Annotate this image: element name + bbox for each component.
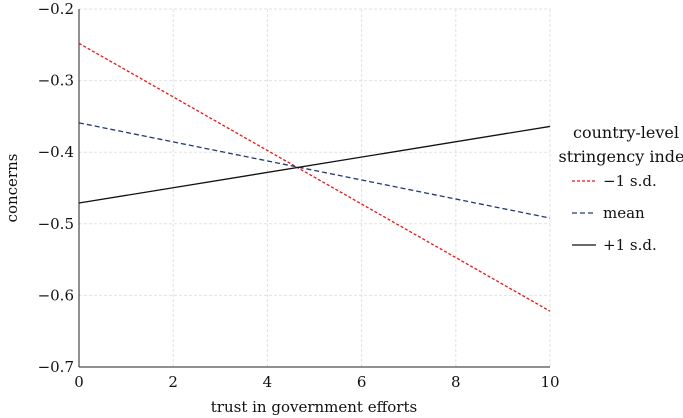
series-line-1 [78,122,551,219]
axes [78,9,550,368]
x-tick-label: 2 [168,373,178,391]
x-tick-label: 8 [451,373,461,391]
y-tick-label: −0.6 [38,286,74,304]
y-tick-label: −0.2 [38,0,74,18]
y-tick-label: −0.5 [38,215,74,233]
legend-label-1: mean [603,204,645,222]
y-tick-label: −0.4 [38,143,74,161]
legend-label-2: +1 s.d. [603,236,657,254]
x-axis-label: trust in government efforts [211,398,417,416]
x-tick-label: 4 [263,373,273,391]
series-line-2 [78,125,551,204]
x-tick-label: 6 [357,373,367,391]
x-tick-labels: 0 2 4 6 8 10 [74,373,559,391]
legend-title-line-2: stringency index [559,147,683,166]
x-tick-label: 10 [540,373,559,391]
y-tick-label: −0.3 [38,72,74,90]
series-lines [78,42,551,312]
x-tick-label: 0 [74,373,84,391]
legend: country-level stringency index −1 s.d. me… [559,123,683,254]
y-tick-labels: −0.2 −0.3 −0.4 −0.5 −0.6 −0.7 [38,0,74,376]
legend-label-0: −1 s.d. [603,172,657,190]
series-line-0 [78,42,551,312]
y-tick-label: −0.7 [38,358,74,376]
y-axis-label: concerns [3,154,21,223]
grid [78,8,551,368]
legend-title-line-1: country-level [573,123,679,142]
